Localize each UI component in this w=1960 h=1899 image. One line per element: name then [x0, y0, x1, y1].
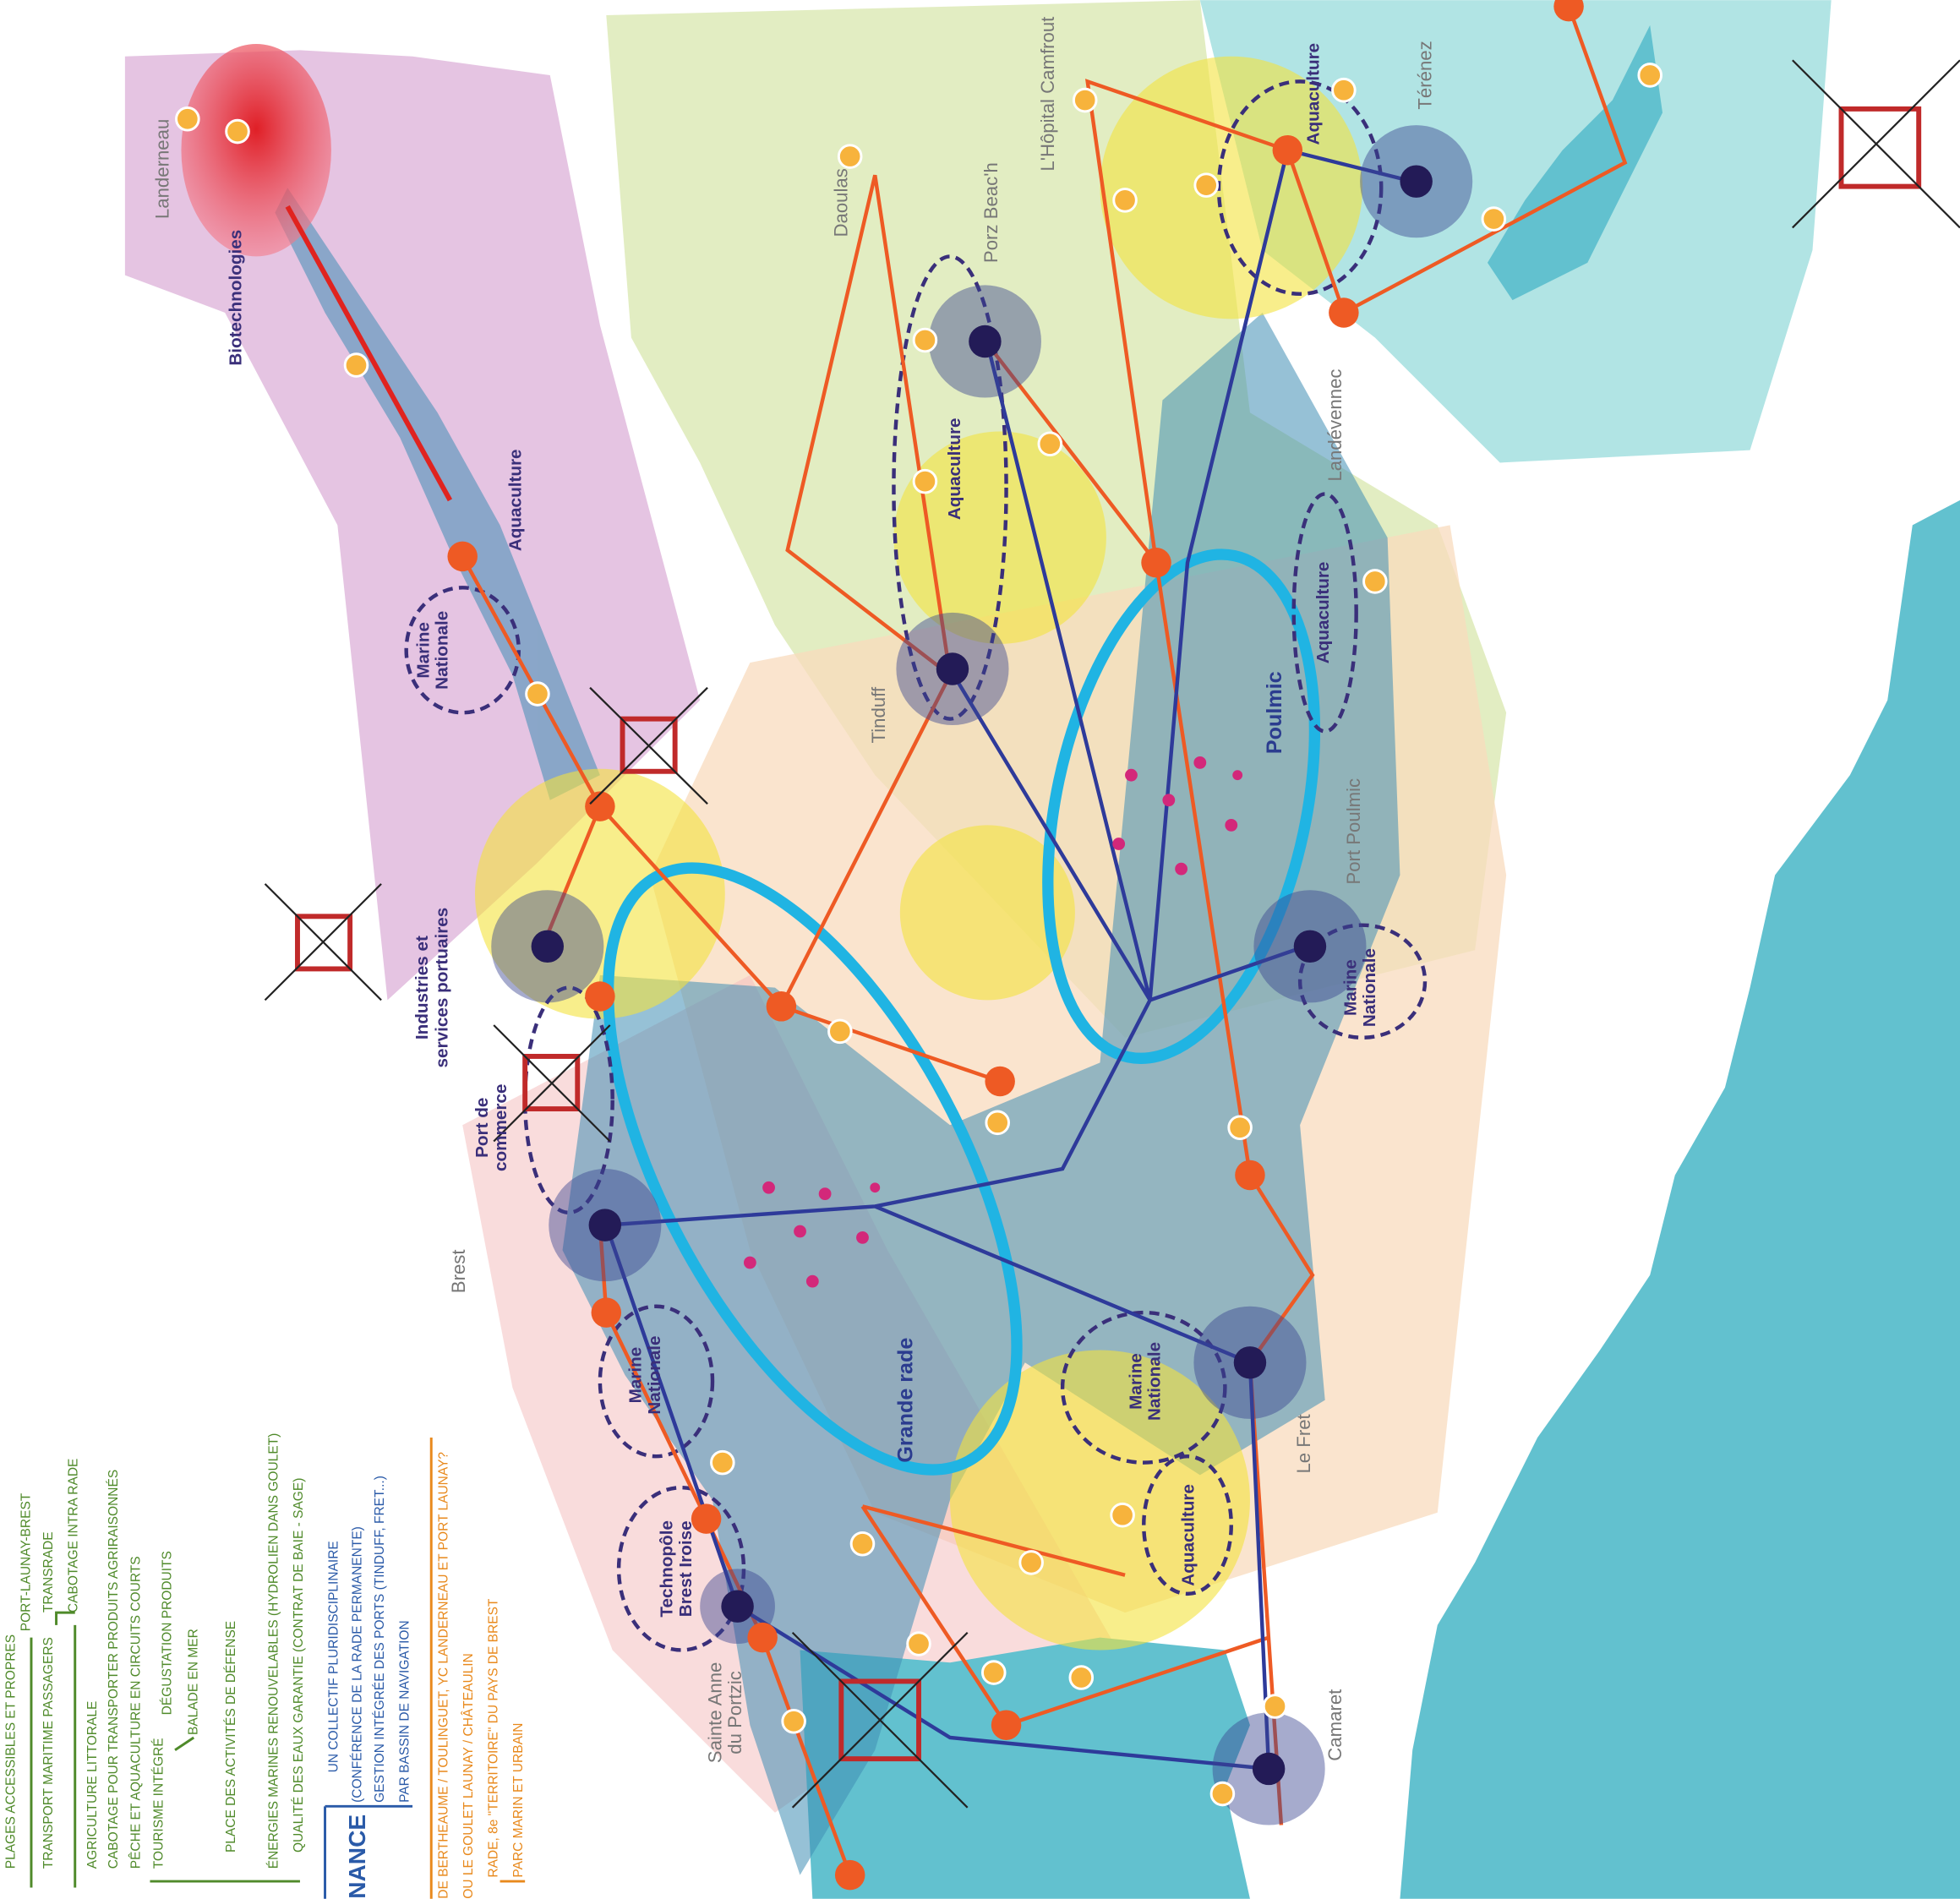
legend-item: RADE, 8e "TERRITOIRE" DU PAYS DE BREST — [487, 1598, 501, 1878]
legend-item: PORT-LAUNAY-BREST — [19, 1492, 33, 1631]
svg-text:MarineNationale: MarineNationale — [1341, 948, 1379, 1027]
place-label: Landerneau — [152, 119, 173, 219]
theme-label: Marine — [1341, 959, 1361, 1016]
theme-label: Biotechnologies — [226, 230, 245, 366]
theme-label: Aquaculture — [945, 417, 964, 520]
legend-item: AGRICULTURE LITTORALE — [85, 1701, 100, 1869]
svg-text:MarineNationale: MarineNationale — [413, 611, 451, 690]
dashed-zones — [404, 79, 1428, 1652]
theme-label: Nationale — [432, 611, 451, 690]
legend-item: OU LE GOULET LAUNAY / CHÂTEAULIN — [461, 1653, 476, 1899]
theme-label: Aquaculture — [1303, 43, 1323, 145]
legend-item: CABOTAGE POUR TRANSPORTER PRODUITS AGRIR… — [106, 1470, 121, 1869]
theme-label: Aquaculture — [506, 449, 526, 551]
theme-label: Marine — [626, 1347, 646, 1404]
rade-water — [275, 188, 1400, 1875]
theme-label: services portuaires — [432, 908, 451, 1068]
place-label: Port Poulmic — [1343, 778, 1364, 885]
theme-label: Aquaculture — [1313, 562, 1333, 664]
place-label: L'Hôpital Camfrout — [1037, 17, 1058, 172]
place-label: Tinduff — [868, 686, 889, 743]
legend-item: ÉNERGIES MARINES RENOUVELABLES (HYDROLIE… — [266, 1433, 281, 1869]
legend-item: UN COLLECTIF PLURIDISCIPLINAIRE — [326, 1541, 341, 1772]
place-label: Porz Beac'h — [980, 162, 1002, 263]
theme-label: Nationale — [1144, 1342, 1164, 1421]
place-label: Brest — [448, 1249, 469, 1293]
place-label: Le Fret — [1293, 1414, 1314, 1473]
legend-item: CABOTAGE INTRA RADE — [67, 1459, 81, 1613]
legend-item: PÊCHE ET AQUACULTURE EN CIRCUITS COURTS — [129, 1556, 144, 1869]
svg-text:Industries etservices portuair: Industries etservices portuaires — [412, 908, 452, 1068]
theme-label: Technopôle — [658, 1520, 677, 1618]
legend-item: DE BERTHEAUME / TOULINGUET, YC LANDERNEA… — [436, 1452, 450, 1899]
theme-label: Nationale — [645, 1336, 664, 1415]
legend-item: PLAGES ACCESSIBLES ET PROPRES — [4, 1634, 19, 1869]
legend-item: PAR BASSIN DE NAVIGATION — [398, 1620, 412, 1803]
legend-item: BALADE EN MER — [187, 1629, 201, 1735]
svg-text:MarineNationale: MarineNationale — [1126, 1342, 1164, 1421]
legend-item: TRANSPORT MARITIME PASSAGERS — [41, 1637, 56, 1869]
legend-item: (CONFÉRENCE DE LA RADE PERMANENTE) — [350, 1526, 364, 1803]
legend-item: PLACE DES ACTIVITÉS DE DÉFENSE — [224, 1621, 238, 1853]
legend-item: PARC MARIN ET URBAIN — [511, 1723, 526, 1878]
theme-label: Marine — [413, 622, 433, 679]
theme-label: Marine — [1126, 1353, 1145, 1410]
landerneau-zone — [181, 43, 331, 257]
svg-text:Port decommerce: Port decommerce — [472, 1084, 510, 1172]
place-labels: Landerneau Biotechnologies Aquaculture M… — [152, 17, 1436, 1764]
place-label: Daoulas — [831, 168, 852, 237]
theme-label: Industries et — [412, 936, 432, 1040]
theme-label: Aquaculture — [1178, 1484, 1198, 1586]
legend-brackets — [30, 1438, 526, 1899]
theme-label: Port de — [472, 1098, 492, 1158]
legend: PLAGES ACCESSIBLES ET PROPRES TRANSPORT M… — [4, 1433, 526, 1899]
theme-label: Brest Iroise — [676, 1520, 696, 1617]
legend-item: DÉGUSTATION PRODUITS — [161, 1551, 175, 1715]
dot-clusters — [743, 756, 1243, 1288]
port-nodes — [175, 0, 1663, 1891]
place-label: Camaret — [1324, 1689, 1346, 1761]
svg-text:Sainte Annedu Portzic: Sainte Annedu Portzic — [704, 1662, 745, 1764]
place-label: du Portzic — [724, 1671, 745, 1754]
theme-label: commerce — [491, 1084, 510, 1172]
sea — [800, 25, 1960, 1899]
rade-basins — [602, 548, 1321, 1476]
legend-item: NANCE — [344, 1814, 370, 1899]
theme-label: Nationale — [1360, 948, 1379, 1027]
place-label: Landévennec — [1324, 369, 1346, 482]
legend-item: TRANSRADE — [41, 1531, 56, 1613]
basin-label: Grande rade — [894, 1338, 918, 1463]
place-label: Térénez — [1414, 41, 1435, 109]
basin-label: Poulmic — [1263, 671, 1286, 754]
svg-text:TechnopôleBrest Iroise: TechnopôleBrest Iroise — [658, 1520, 696, 1618]
legend-item: QUALITÉ DES EAUX GARANTIE (CONTRAT DE BA… — [292, 1478, 306, 1853]
crossed-boxes — [264, 59, 1960, 1809]
legend-item: TOURISME INTÉGRÉ — [151, 1738, 166, 1869]
svg-text:MarineNationale: MarineNationale — [626, 1336, 664, 1415]
place-label: Sainte Anne — [704, 1662, 725, 1764]
legend-item: GESTION INTÉGRÉE DES PORTS (TINDUFF, FRE… — [373, 1476, 387, 1803]
